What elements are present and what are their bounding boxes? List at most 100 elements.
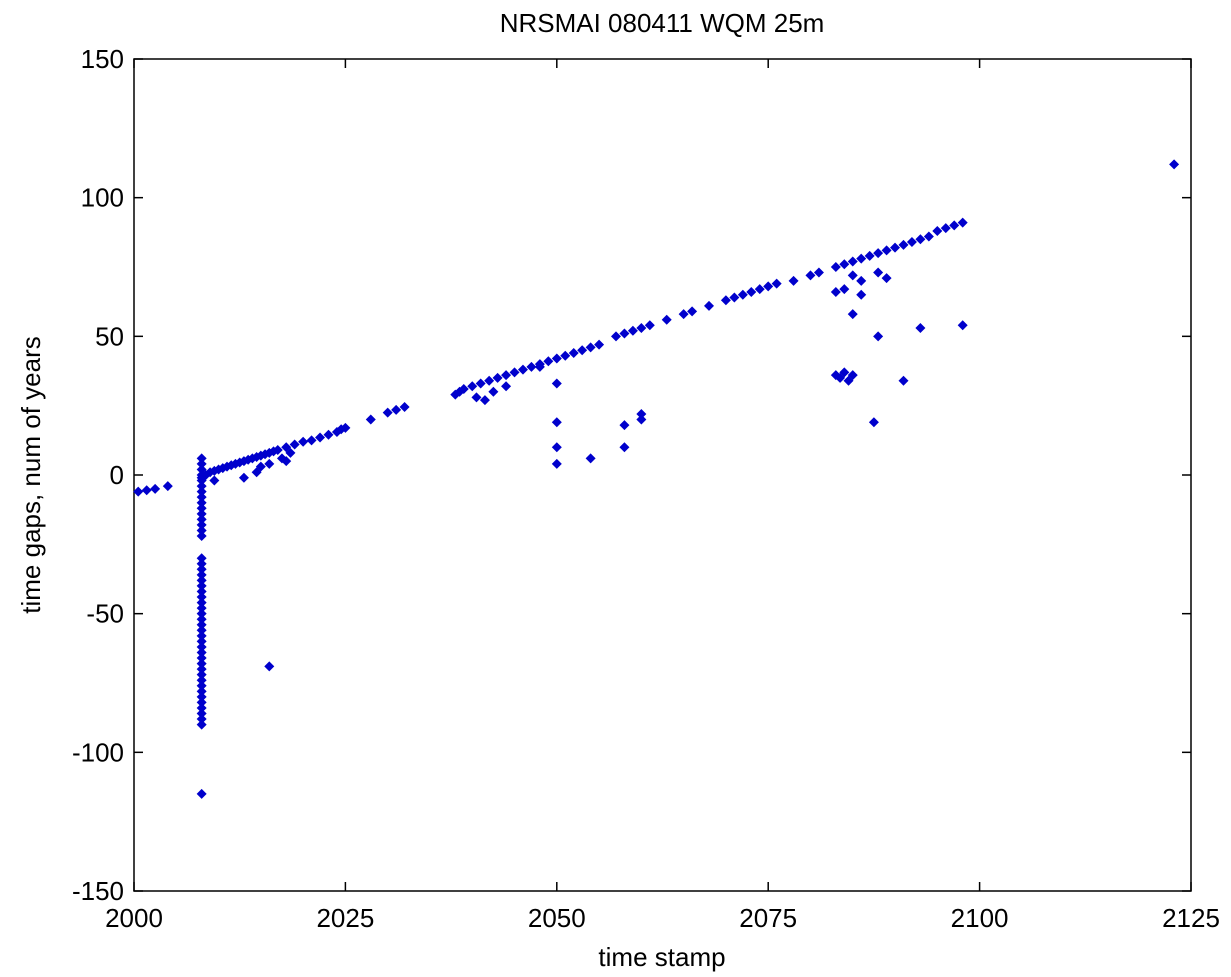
data-point [196,514,207,525]
data-point [704,300,715,311]
data-point [196,486,207,497]
data-point [281,456,292,467]
data-point [856,275,867,286]
data-point [940,223,951,234]
data-point [585,342,596,353]
y-tick-label: 0 [110,460,124,490]
chart-title: NRSMAI 080411 WQM 25m [500,8,825,38]
y-tick-label: -50 [86,599,124,629]
data-point [568,347,579,358]
data-point [864,250,875,261]
data-point [847,256,858,267]
data-point [644,320,655,331]
data-point [196,664,207,675]
data-point [238,472,249,483]
data-point [873,331,884,342]
data-point [196,669,207,680]
data-point [915,323,926,334]
data-point [488,386,499,397]
data-point [196,519,207,530]
data-point [830,262,841,272]
data-point [923,231,934,242]
data-point [788,275,799,286]
data-point [196,569,207,580]
data-point [365,414,376,425]
data-point [479,395,490,406]
data-point [196,647,207,658]
data-point [813,267,824,278]
data-point [517,364,528,375]
data-point [839,284,850,295]
data-point [196,630,207,641]
data-point [196,497,207,508]
data-point [196,641,207,652]
data-point [196,686,207,697]
data-point [196,564,207,575]
data-point [873,267,884,278]
data-point [458,384,469,395]
data-point [898,239,909,250]
data-point [196,675,207,686]
plot-area [133,58,1192,892]
y-tick-label: 100 [81,183,124,213]
data-point [196,597,207,608]
data-point [551,442,562,453]
data-point [619,420,630,431]
data-point [196,714,207,725]
x-tick-label: 2000 [105,903,163,933]
data-point [471,392,482,403]
data-point [501,381,512,392]
data-point [746,286,757,297]
data-point [594,339,605,350]
y-tick-label: 150 [81,44,124,74]
data-point [196,708,207,719]
data-point [467,381,478,392]
y-axis-ticks: 150 100 50 0 -50 -100 -150 [72,44,1191,906]
data-point [382,407,393,418]
data-point [323,429,334,440]
data-point [196,702,207,713]
data-point [729,292,740,303]
data-point [162,481,173,492]
data-point [196,503,207,514]
data-point [534,361,545,372]
data-point [209,475,220,486]
data-point [847,309,858,320]
data-point [150,483,161,494]
data-point [196,788,207,799]
data-point [890,242,901,253]
data-point [763,281,774,292]
y-tick-label: -100 [72,737,124,767]
data-point [264,458,275,469]
data-point [805,270,816,281]
data-points [133,159,1180,799]
x-tick-label: 2075 [739,903,797,933]
data-point [196,481,207,492]
data-point [196,625,207,636]
data-point [255,461,266,472]
data-point [399,402,410,413]
data-point [839,259,850,270]
x-axis-ticks: 2000 2025 2050 2075 2100 2125 [105,59,1220,933]
data-point [543,356,554,367]
x-tick-label: 2050 [528,903,586,933]
data-point [868,417,879,428]
data-point [141,485,152,496]
data-point [627,325,638,336]
data-point [196,608,207,619]
data-point [196,680,207,691]
data-point [196,558,207,569]
data-point [687,306,698,317]
data-point [264,661,275,672]
data-point [915,234,926,245]
data-point [839,367,850,378]
data-point [272,445,283,456]
data-point [636,323,647,334]
data-point [196,653,207,664]
data-point [881,245,892,256]
data-point [636,414,647,425]
data-point [551,417,562,428]
data-point [1169,159,1180,170]
data-point [873,248,884,259]
x-tick-label: 2125 [1162,903,1220,933]
